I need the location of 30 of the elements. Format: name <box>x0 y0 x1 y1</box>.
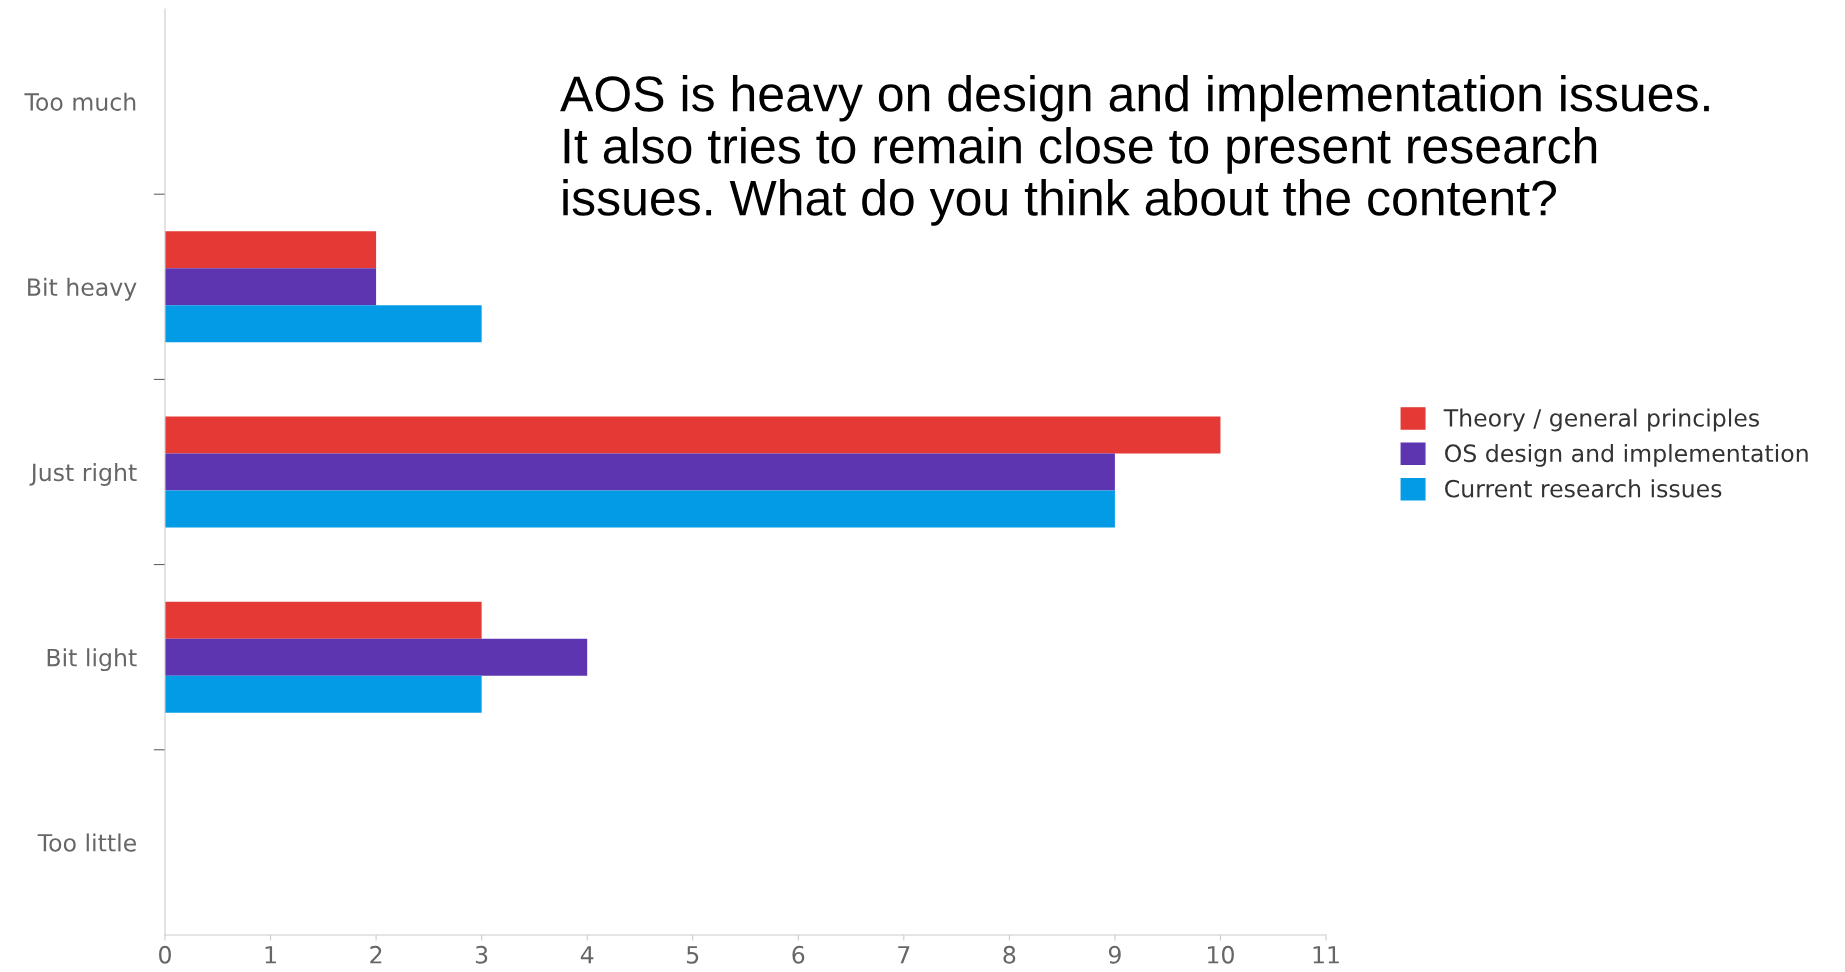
x-tick-label: 5 <box>687 946 699 964</box>
y-tick-label: Just right <box>29 463 137 486</box>
bar <box>165 675 482 713</box>
bar <box>165 305 482 343</box>
legend-label: OS design and implementation <box>1445 443 1808 467</box>
x-tick-label: 1 <box>265 946 276 964</box>
bar <box>165 453 1115 491</box>
x-tick-label: 0 <box>159 945 171 964</box>
bar <box>165 231 377 269</box>
x-tick-label: 11 <box>1313 946 1339 964</box>
bar <box>165 490 1115 528</box>
x-tick-label: 10 <box>1208 945 1234 964</box>
x-tick-label: 4 <box>580 946 594 964</box>
y-tick-label: Too much <box>24 92 136 111</box>
bar <box>165 268 377 306</box>
x-tick-label: 9 <box>1108 945 1121 964</box>
x-tick-label: 8 <box>1003 945 1016 964</box>
x-tick-label: 7 <box>898 946 910 964</box>
bar <box>165 638 588 676</box>
legend-label: Theory / general principles <box>1443 408 1759 432</box>
y-tick-label: Too little <box>37 833 136 852</box>
x-tick-label: 2 <box>370 945 382 964</box>
x-tick-label: 3 <box>475 945 488 964</box>
bar <box>165 416 1221 454</box>
y-tick-label: Bit light <box>47 648 137 672</box>
bar <box>165 601 482 639</box>
x-tick-label: 6 <box>792 945 805 964</box>
legend-label: Current research issues <box>1445 479 1722 498</box>
y-tick-label: Bit heavy <box>28 277 137 301</box>
annotation: AOS is heavy on design and implementation issues. It also tries to remain close to present research issues. What do you think about the content? <box>560 75 1709 226</box>
